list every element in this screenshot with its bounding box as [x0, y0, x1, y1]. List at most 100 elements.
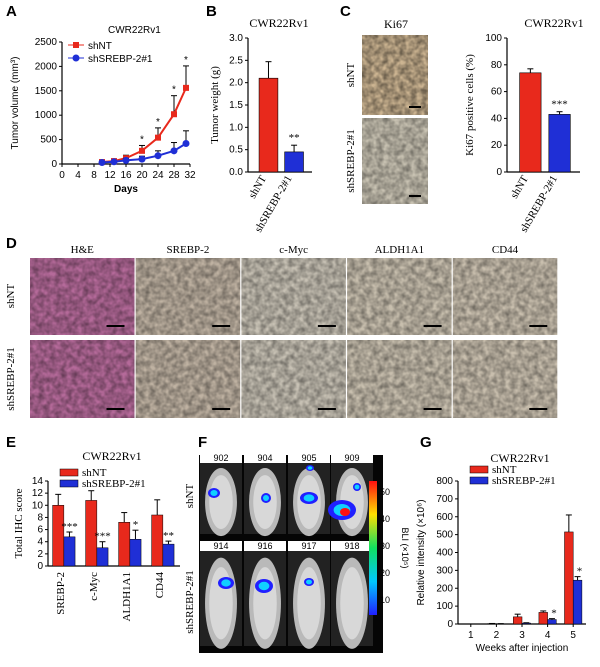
chart-chartC-y-tick-label: 80	[491, 60, 503, 71]
chart-b-tumor-weight: 0.0 0.5 1.0 1.5 2.0 2.5 3.0 Tumor weight (g) CWR…	[209, 16, 312, 235]
chart-a-point	[122, 156, 130, 164]
bli-mouse-body-highlight	[297, 567, 321, 640]
chart-a-y-tick-label: 1000	[35, 110, 58, 121]
chart-g-y-tick-label: 800	[436, 476, 453, 487]
bli-mouse-body-highlight	[340, 567, 364, 640]
chart-a-point	[138, 155, 146, 163]
chart-g-y-label: Relative intensity (×10⁶)	[416, 499, 427, 605]
chart-c-ki67: 0 20 40 60 80 100 Ki67 positive cells (%) CWR22…	[464, 16, 584, 235]
chart-e-legend-label-shnt: shNT	[82, 467, 107, 479]
chart-a-y-tick-label: 1500	[35, 86, 58, 97]
chart-g-significance: *	[551, 608, 557, 620]
panel-d-image-texture	[452, 340, 558, 418]
chart-g-y-tick-label: 100	[436, 601, 453, 612]
chart-chartB-title: CWR22Rv1	[249, 16, 308, 30]
chart-e-y-label: Total IHC score	[13, 488, 25, 558]
chart-e-significance: ***	[94, 531, 111, 543]
chart-chartB-bar	[284, 151, 304, 173]
chart-e-bar	[151, 514, 164, 567]
bli-signal-spot-core	[221, 579, 231, 587]
chart-chartB-bar	[258, 77, 279, 173]
panel-f-bli-images: 902 904 905 909 914 916 917 918 shNT shSREBP-2#1 5…	[184, 453, 410, 653]
chart-g-legend-label-shnt: shNT	[492, 464, 517, 476]
chart-e-legend-swatch-shnt	[59, 468, 79, 477]
chart-e-y-tick-label: 0	[37, 561, 43, 572]
panel-label-b: B	[206, 3, 217, 20]
panel-d-image-texture	[30, 340, 135, 418]
chart-g-bar	[572, 579, 583, 625]
chart-g-y-tick-label: 200	[436, 583, 453, 594]
chart-a-significance: *	[184, 55, 188, 66]
bli-mouse-id: 917	[301, 541, 316, 551]
chart-e-legend-label-shsrebp: shSREBP-2#1	[82, 478, 146, 490]
bli-signal-spot-core	[303, 494, 315, 502]
chart-e-bar	[52, 505, 65, 567]
panel-d-image-texture	[30, 258, 135, 335]
chart-e-significance: ***	[61, 521, 78, 533]
bli-row-label-shsrebp: shSREBP-2#1	[184, 570, 196, 634]
bli-id-strip	[200, 541, 242, 551]
panel-label-d: D	[6, 235, 17, 252]
chart-a-x-tick-label: 8	[91, 170, 97, 181]
chart-g-bar	[513, 616, 523, 625]
chart-e-category-label: ALDH1A1	[121, 572, 133, 622]
chart-a-point	[170, 147, 178, 155]
chart-chartC-significance: ***	[551, 99, 568, 111]
bli-colorbar-tick: 30	[380, 541, 390, 551]
chart-chartB-y-tick-label: 0.5	[229, 145, 243, 156]
chart-a-x-tick-label: 24	[152, 170, 164, 181]
chart-g-legend-label-shsrebp: shSREBP-2#1	[492, 475, 556, 487]
chart-a-point	[139, 147, 145, 154]
chart-chartC-bar	[548, 114, 571, 173]
chart-a-x-tick-label: 0	[59, 170, 65, 181]
chart-a-legend-marker-shnt	[73, 42, 79, 48]
bli-signal-spot-core	[306, 579, 312, 585]
chart-a-point	[155, 134, 161, 141]
bli-colorbar-tick: 40	[380, 514, 390, 524]
chart-chartC-title: CWR22Rv1	[524, 16, 583, 30]
panel-d-image-texture	[135, 258, 241, 335]
chart-e-category-label: CD44	[154, 572, 166, 599]
chart-g-y-tick-label: 400	[436, 548, 453, 559]
panel-d-row-label-shsrebp: shSREBP-2#1	[5, 347, 17, 411]
chart-a-significance: *	[156, 117, 160, 128]
bli-id-strip	[288, 453, 330, 463]
bli-colorbar-tick: 10	[380, 595, 390, 605]
panel-d-image-texture	[347, 258, 452, 335]
chart-a-legend-marker-shsrebp	[72, 54, 80, 62]
chart-g-y-tick-label: 500	[436, 530, 453, 541]
panel-label-e: E	[6, 434, 16, 451]
chart-chartC-y-tick-label: 40	[491, 113, 503, 124]
chart-g-x-tick-label: 4	[545, 630, 551, 641]
bli-mouse-id: 916	[257, 541, 272, 551]
chart-e-y-tick-label: 14	[32, 476, 44, 487]
panel-d-image-texture	[347, 340, 452, 418]
chart-g-bar	[538, 612, 548, 625]
chart-chartC-y-tick-label: 20	[491, 140, 503, 151]
ki67-image-title: Ki67	[384, 17, 408, 31]
chart-a-x-tick-label: 16	[120, 170, 132, 181]
chart-e-category-label: SREBP-2	[55, 572, 67, 615]
chart-a-y-tick-label: 2500	[35, 37, 58, 48]
bli-signal-spot-core	[258, 581, 270, 591]
bli-id-strip	[331, 453, 373, 463]
panel-d-ihc-grid: H&E SREBP-2 c-Myc ALDH1A1 CD44 shNT shSREBP-2#…	[5, 244, 558, 418]
chart-a-x-tick-label: 4	[75, 170, 81, 181]
chart-e-y-tick-label: 4	[37, 537, 43, 548]
chart-g-legend-swatch-shnt	[469, 465, 489, 474]
chart-a-point	[171, 111, 177, 118]
chart-a-x-tick-label: 32	[184, 170, 196, 181]
bli-id-strip	[244, 453, 286, 463]
chart-chartB-significance: **	[289, 132, 300, 144]
bli-signal-spot-hot	[340, 508, 350, 516]
chart-chartB-y-tick-label: 1.0	[229, 122, 243, 133]
bli-mouse-id: 909	[344, 453, 359, 463]
chart-a-x-tick-label: 20	[136, 170, 148, 181]
bli-colorbar-label: BLI (×10⁵)	[400, 527, 410, 568]
panel-d-image-texture	[241, 258, 346, 335]
panel-label-f: F	[198, 434, 207, 451]
chart-g-x-label: Weeks after injection	[476, 643, 569, 654]
chart-a-point	[154, 152, 162, 160]
panel-label-c: C	[340, 3, 351, 20]
